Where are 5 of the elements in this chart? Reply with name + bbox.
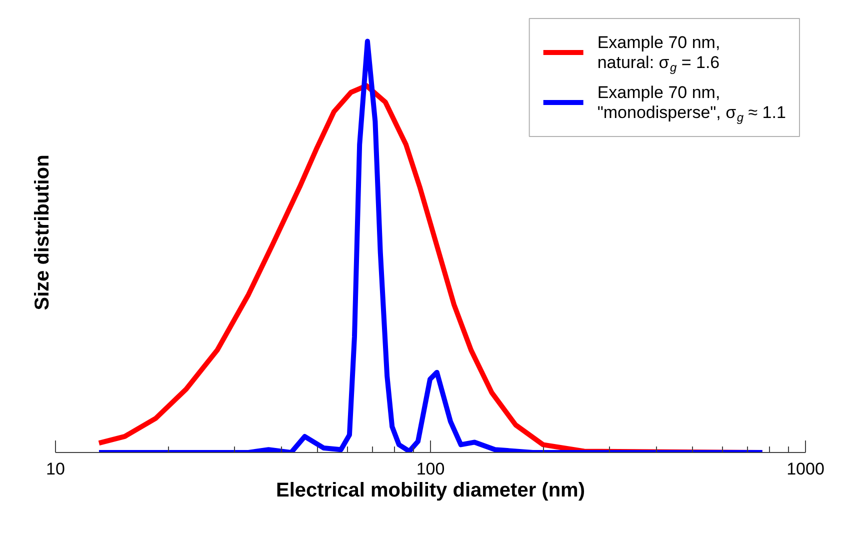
x-axis-title: Electrical mobility diameter (nm) <box>276 480 585 502</box>
x-tick-label: 100 <box>416 460 445 478</box>
x-tick-label: 10 <box>46 460 65 478</box>
x-tick-label: 1000 <box>786 460 824 478</box>
y-axis-title: Size distribution <box>32 154 54 310</box>
